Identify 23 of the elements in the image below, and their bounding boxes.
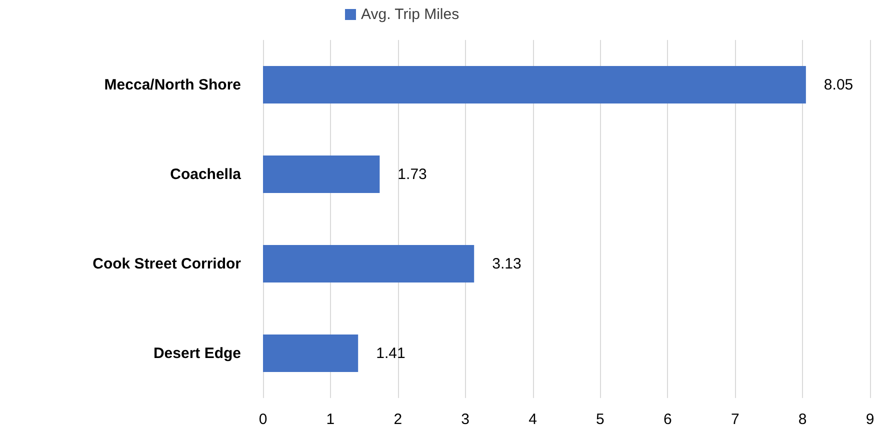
bar <box>263 334 358 372</box>
y-tick-label: Mecca/North Shore <box>104 76 241 94</box>
data-label: 1.41 <box>376 344 406 362</box>
data-label: 8.05 <box>824 76 854 94</box>
x-tick-label: 7 <box>730 411 740 428</box>
x-tick-label: 6 <box>663 411 672 428</box>
x-tick-label: 0 <box>258 411 268 428</box>
y-tick-label: Coachella <box>170 166 242 183</box>
x-tick-label: 4 <box>528 411 537 428</box>
x-tick-label: 3 <box>461 411 470 428</box>
y-tick-label: Cook Street Corridor <box>92 255 242 272</box>
data-label: 3.13 <box>492 255 522 272</box>
bar <box>263 244 474 283</box>
y-tick-label: Desert Edge <box>153 344 241 362</box>
x-tick-label: 8 <box>798 411 807 428</box>
x-tick-label: 5 <box>596 411 604 428</box>
bar <box>263 155 380 194</box>
data-label: 1.73 <box>398 166 427 183</box>
x-tick-label: 1 <box>326 411 335 428</box>
bar <box>263 66 806 104</box>
x-tick-label: 2 <box>394 411 402 428</box>
x-tick-label: 9 <box>866 411 874 428</box>
legend-label: Avg. Trip Miles <box>361 6 460 23</box>
